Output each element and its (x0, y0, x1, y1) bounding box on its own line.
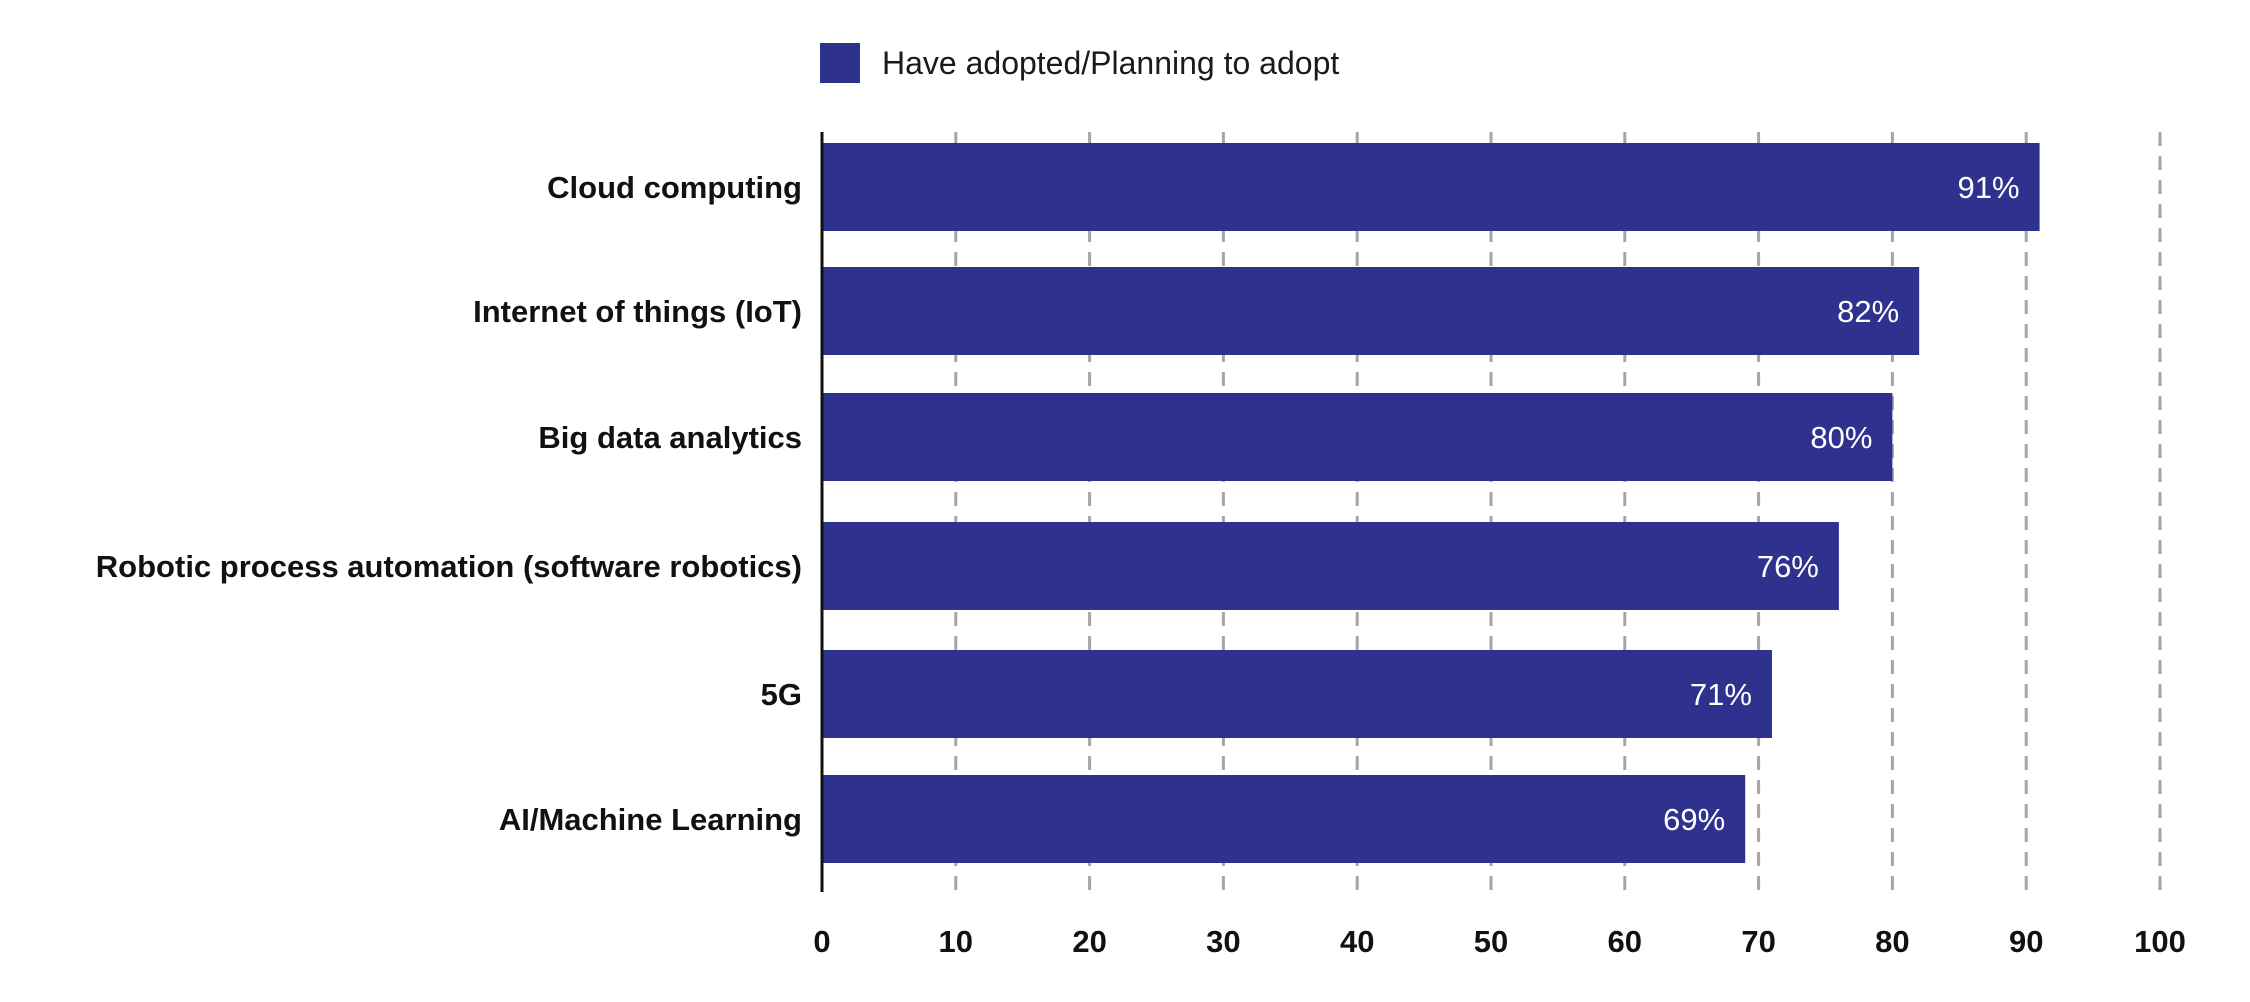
x-tick-label: 10 (939, 924, 973, 959)
grid-lines (954, 132, 2162, 892)
legend: Have adopted/Planning to adopt (820, 43, 1339, 83)
x-tick-label: 100 (2134, 924, 2186, 959)
legend-swatch (820, 43, 860, 83)
axes: 0 10 20 30 40 50 60 70 80 90 100 Cloud computing Int… (96, 132, 2186, 959)
bar-value-label: 91% (1958, 170, 2020, 205)
category-label: AI/Machine Learning (499, 802, 802, 837)
x-tick-label: 40 (1340, 924, 1374, 959)
category-label: Internet of things (IoT) (473, 294, 802, 329)
bar (822, 393, 1893, 481)
bar (822, 522, 1839, 610)
bar-value-label: 71% (1690, 677, 1752, 712)
x-tick-label: 60 (1608, 924, 1642, 959)
x-tick-label: 0 (813, 924, 830, 959)
bar-value-label: 80% (1810, 420, 1872, 455)
legend-label: Have adopted/Planning to adopt (882, 45, 1339, 81)
x-tick-label: 30 (1206, 924, 1240, 959)
category-label: Robotic process automation (software rob… (96, 549, 802, 584)
bar (822, 267, 1920, 355)
bar-value-label: 82% (1837, 294, 1899, 329)
category-label: Big data analytics (538, 420, 802, 455)
category-label: 5G (761, 677, 802, 712)
bar (822, 775, 1746, 863)
x-tick-label: 50 (1474, 924, 1508, 959)
bar-value-label: 69% (1663, 802, 1725, 837)
bars: 91% 82% 80% 76% 71% 69% (822, 143, 2040, 863)
x-tick-label: 90 (2009, 924, 2043, 959)
bar (822, 650, 1772, 738)
bar (822, 143, 2040, 231)
x-tick-label: 80 (1875, 924, 1909, 959)
category-label: Cloud computing (547, 170, 802, 205)
x-tick-label: 20 (1072, 924, 1106, 959)
bar-value-label: 76% (1757, 549, 1819, 584)
x-tick-label: 70 (1741, 924, 1775, 959)
